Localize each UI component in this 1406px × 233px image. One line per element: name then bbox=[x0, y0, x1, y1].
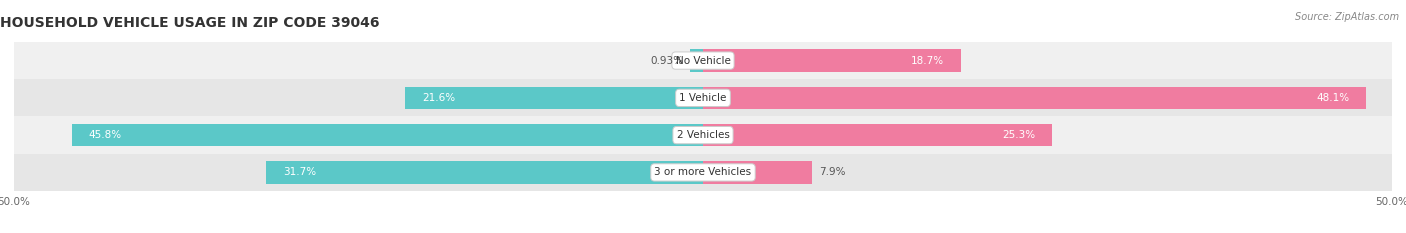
Text: 2 Vehicles: 2 Vehicles bbox=[676, 130, 730, 140]
Bar bbox=[703, 87, 1365, 109]
Bar bbox=[703, 124, 1052, 146]
Bar bbox=[14, 42, 1392, 79]
Bar bbox=[72, 124, 703, 146]
Bar bbox=[405, 87, 703, 109]
Bar bbox=[703, 161, 811, 184]
Text: Source: ZipAtlas.com: Source: ZipAtlas.com bbox=[1295, 12, 1399, 22]
Text: 1 Vehicle: 1 Vehicle bbox=[679, 93, 727, 103]
Text: 0.93%: 0.93% bbox=[651, 56, 683, 65]
Bar bbox=[14, 154, 1392, 191]
Text: 21.6%: 21.6% bbox=[422, 93, 456, 103]
Text: 3 or more Vehicles: 3 or more Vehicles bbox=[654, 168, 752, 177]
Text: HOUSEHOLD VEHICLE USAGE IN ZIP CODE 39046: HOUSEHOLD VEHICLE USAGE IN ZIP CODE 3904… bbox=[0, 16, 380, 30]
Bar bbox=[690, 49, 703, 72]
Text: No Vehicle: No Vehicle bbox=[675, 56, 731, 65]
Bar bbox=[14, 79, 1392, 116]
Bar bbox=[14, 116, 1392, 154]
Text: 48.1%: 48.1% bbox=[1316, 93, 1350, 103]
Text: 18.7%: 18.7% bbox=[911, 56, 945, 65]
Text: 7.9%: 7.9% bbox=[818, 168, 845, 177]
Text: 25.3%: 25.3% bbox=[1002, 130, 1035, 140]
Text: 45.8%: 45.8% bbox=[89, 130, 121, 140]
Text: 31.7%: 31.7% bbox=[283, 168, 316, 177]
Bar bbox=[266, 161, 703, 184]
Bar bbox=[703, 49, 960, 72]
